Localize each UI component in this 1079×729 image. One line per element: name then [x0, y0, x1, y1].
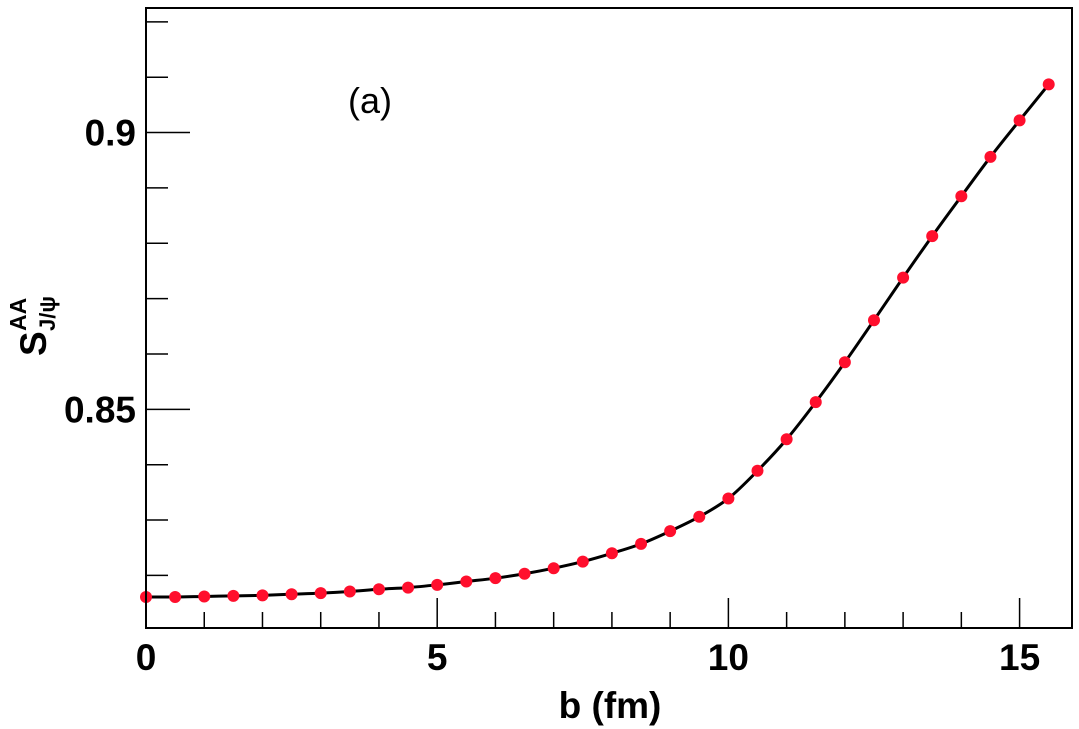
x-tick-label: 10: [708, 637, 749, 678]
data-point: [722, 492, 735, 505]
data-point: [256, 589, 269, 602]
y-axis-title-superscript: AA: [5, 298, 31, 331]
data-point: [460, 575, 473, 588]
data-point: [169, 591, 182, 603]
y-tick-label: 0.85: [64, 389, 136, 430]
plot-frame: [145, 7, 1073, 629]
data-point: [1042, 78, 1055, 91]
y-tick-label: 0.9: [85, 113, 136, 154]
x-tick-label: 15: [999, 637, 1040, 678]
data-point: [838, 356, 851, 369]
data-point: [926, 230, 939, 243]
data-point: [489, 572, 502, 585]
data-point: [285, 588, 298, 601]
data-point: [897, 271, 910, 284]
data-point: [809, 396, 822, 409]
axis-ticks: [145, 21, 1021, 628]
data-point: [751, 464, 764, 477]
data-point: [402, 581, 415, 594]
x-tick-label: 0: [136, 637, 157, 678]
data-point: [576, 555, 589, 568]
data-point: [314, 587, 327, 600]
data-point: [372, 583, 385, 596]
y-axis-title: S AA J/ψ: [5, 296, 60, 356]
tick-labels: 0 5 10 15 0.85 0.9: [64, 113, 1040, 678]
x-axis-title: b (fm): [559, 685, 662, 726]
data-point: [693, 510, 706, 523]
data-point: [343, 585, 356, 598]
x-tick-label: 5: [427, 637, 448, 678]
data-point: [664, 525, 677, 538]
y-axis-title-subscript: J/ψ: [35, 296, 60, 331]
data-point: [635, 537, 648, 550]
data-point: [547, 562, 560, 575]
data-point: [984, 150, 997, 163]
data-point: [867, 314, 880, 327]
data-point: [1013, 114, 1026, 127]
data-point: [518, 567, 531, 580]
data-point: [780, 433, 793, 446]
data-point: [227, 589, 240, 602]
data-point: [431, 578, 444, 591]
y-axis-title-main: S: [13, 331, 54, 356]
data-point: [198, 590, 211, 603]
data-point: [605, 547, 618, 560]
series-line: [145, 83, 1050, 599]
panel-label: (a): [348, 80, 392, 121]
series-group: [140, 78, 1055, 603]
data-point: [955, 190, 968, 203]
